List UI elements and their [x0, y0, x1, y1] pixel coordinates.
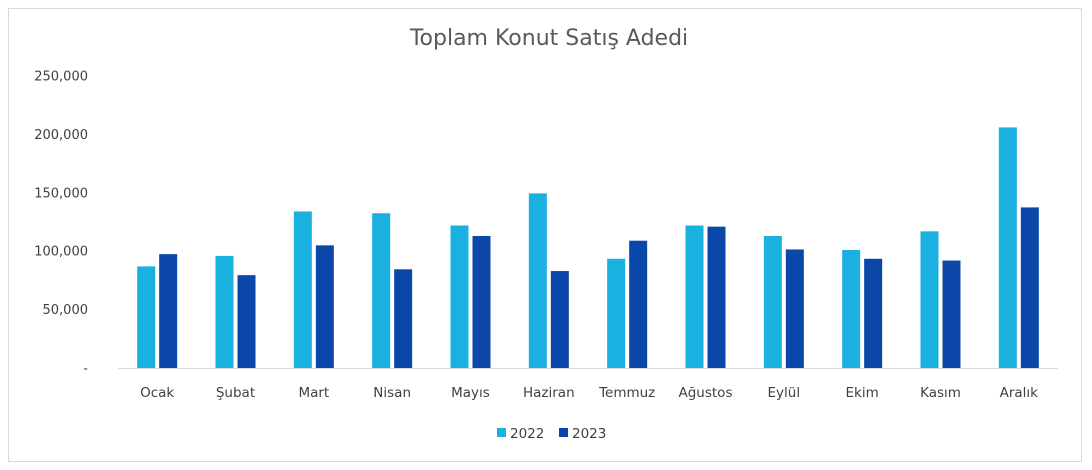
bar-2022-5	[528, 193, 547, 368]
y-tick-label: 100,000	[34, 245, 88, 260]
bar-2023-10	[942, 260, 961, 368]
category-label: Mart	[298, 385, 329, 401]
category-label: Temmuz	[598, 385, 655, 401]
bar-2022-1	[215, 255, 234, 368]
bar-2022-11	[998, 127, 1017, 368]
y-tick-label: -	[83, 362, 88, 377]
bar-2023-5	[550, 271, 569, 368]
category-label: Eylül	[768, 385, 801, 401]
legend-swatch-2023	[559, 428, 568, 437]
bar-2022-6	[607, 258, 626, 368]
bars	[137, 127, 1039, 368]
bar-2022-3	[372, 213, 391, 368]
legend-label-2023: 2023	[572, 426, 606, 442]
y-axis-ticks: - 50,000 100,000 150,000 200,000 250,000	[34, 70, 88, 377]
bar-2022-10	[920, 231, 939, 368]
bar-2022-2	[293, 211, 312, 368]
y-tick-label: 250,000	[34, 70, 88, 85]
bar-2023-3	[394, 269, 413, 368]
chart-title: Toplam Konut Satış Adedi	[409, 26, 688, 51]
category-label: Nisan	[373, 385, 411, 401]
bar-2023-11	[1020, 207, 1039, 368]
category-label: Ekim	[846, 385, 879, 401]
bar-2022-7	[685, 225, 704, 368]
legend-swatch-2022	[497, 428, 506, 437]
bar-2023-8	[785, 249, 804, 368]
category-label: Ocak	[140, 385, 174, 401]
bar-2023-6	[629, 240, 648, 368]
category-label: Aralık	[1000, 385, 1039, 401]
bar-2023-0	[159, 254, 178, 368]
y-tick-label: 200,000	[34, 128, 88, 143]
bar-2023-7	[707, 226, 726, 368]
y-tick-label: 150,000	[34, 186, 88, 201]
bar-2022-8	[763, 236, 782, 368]
category-label: Haziran	[523, 385, 575, 401]
category-label: Ağustos	[679, 385, 733, 401]
bar-2023-2	[315, 245, 334, 368]
bar-2022-4	[450, 225, 469, 368]
category-label: Mayıs	[451, 385, 490, 401]
category-label: Kasım	[920, 385, 961, 401]
bar-2022-9	[842, 250, 861, 368]
x-axis-ticks: Ocak Şubat Mart Nisan Mayıs Haziran Temmuz Ağus…	[140, 385, 1038, 401]
legend: 2022 2023	[497, 426, 606, 442]
y-tick-label: 50,000	[43, 303, 89, 318]
legend-label-2022: 2022	[510, 426, 544, 442]
bar-2023-9	[864, 258, 883, 368]
category-label: Şubat	[216, 385, 255, 401]
bar-2023-1	[237, 275, 256, 368]
bar-2023-4	[472, 236, 491, 368]
bar-2022-0	[137, 266, 156, 368]
